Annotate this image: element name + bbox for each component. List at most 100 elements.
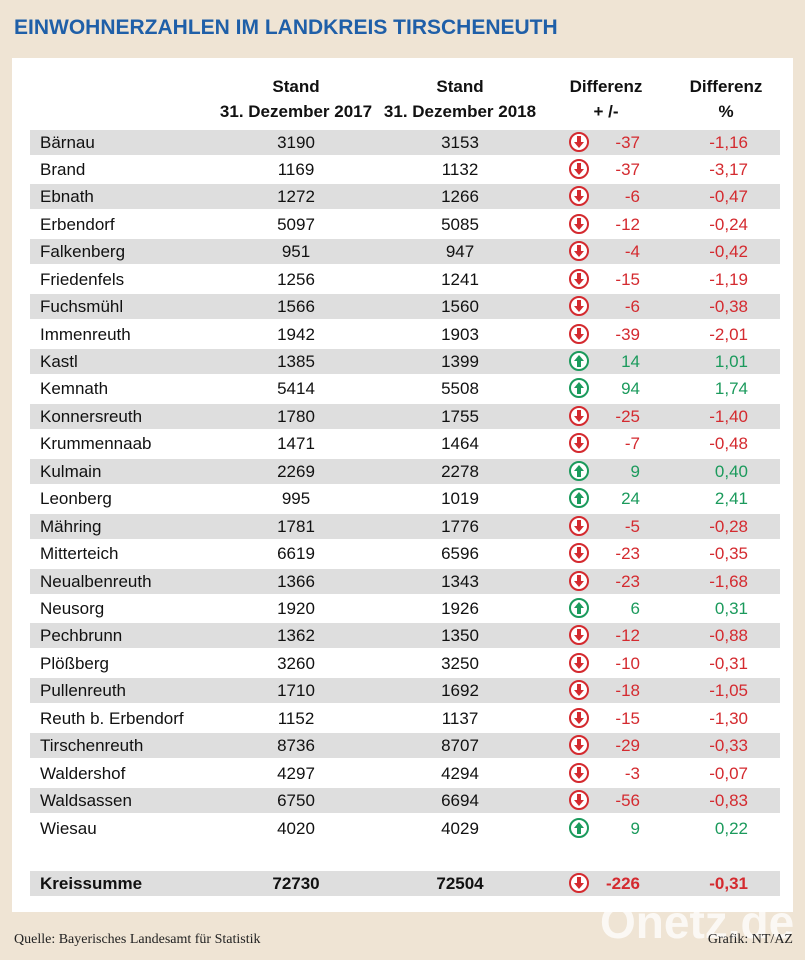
difference-percent: -0,88	[709, 626, 748, 646]
difference: -5	[624, 516, 640, 536]
population-2017: 72730	[272, 874, 320, 893]
column-header: Differenz	[569, 77, 643, 96]
difference: -23	[615, 571, 640, 591]
population-2017: 1780	[277, 406, 315, 426]
difference-percent: 0,22	[714, 818, 748, 838]
difference: -18	[615, 681, 640, 701]
difference-percent: -1,68	[709, 571, 748, 591]
population-2017: 951	[281, 242, 311, 262]
municipality: Immenreuth	[40, 324, 131, 344]
population-2018: 5508	[441, 379, 479, 399]
difference-percent: -0,28	[709, 516, 748, 536]
municipality: Wiesau	[40, 818, 97, 838]
difference: -226	[605, 874, 640, 893]
arrow-down-icon	[569, 186, 589, 207]
population-2018: 8707	[441, 736, 479, 756]
municipality: Kemnath	[40, 379, 109, 399]
difference-percent: -1,30	[709, 708, 748, 728]
population-2018: 1464	[441, 434, 479, 454]
municipality: Mitterteich	[40, 544, 119, 564]
difference-percent: 1,01	[714, 352, 748, 372]
row-band	[30, 733, 780, 759]
difference: 94	[621, 379, 640, 399]
population-2018: 4029	[441, 818, 479, 838]
difference: -15	[615, 708, 640, 728]
population-2018: 4294	[441, 763, 479, 783]
municipality: Leonberg	[40, 489, 112, 509]
difference: -4	[624, 242, 640, 262]
population-2018: 1132	[441, 159, 479, 179]
population-2017: 1566	[277, 297, 315, 317]
difference-percent: -0,42	[709, 242, 748, 262]
row-band	[30, 184, 780, 210]
population-2017: 8736	[277, 736, 315, 756]
difference: -6	[624, 297, 640, 317]
population-2018: 947	[445, 242, 475, 262]
column-header: Stand	[272, 77, 320, 96]
arrow-up-icon	[569, 817, 589, 838]
arrow-down-icon	[569, 515, 589, 536]
arrow-down-icon	[569, 323, 589, 344]
population-2017: 4020	[277, 818, 315, 838]
arrow-down-icon	[569, 405, 589, 426]
population-2018: 1755	[441, 406, 479, 426]
population-2017: 6619	[277, 544, 315, 564]
municipality: Kastl	[40, 352, 78, 372]
municipality: Brand	[40, 159, 86, 179]
population-2017: 1362	[277, 626, 315, 646]
population-2017: 5097	[277, 214, 315, 234]
row-band	[30, 788, 780, 814]
municipality: Ebnath	[40, 187, 94, 207]
column-header: 31. Dezember 2017	[219, 102, 373, 121]
municipality: Konnersreuth	[40, 406, 143, 426]
row-band	[30, 294, 780, 320]
difference: -37	[615, 159, 640, 179]
population-2017: 1942	[277, 324, 315, 344]
difference: 9	[630, 461, 640, 481]
arrow-down-icon	[569, 433, 589, 454]
row-band	[30, 568, 780, 594]
difference-percent: 0,31	[714, 598, 748, 618]
population-2017: 1366	[277, 571, 315, 591]
row-band	[30, 129, 780, 155]
municipality: Friedenfels	[40, 269, 125, 289]
difference: -6	[624, 187, 640, 207]
population-2017: 1920	[277, 598, 315, 618]
arrow-down-icon	[569, 762, 589, 783]
column-header: %	[718, 102, 734, 121]
population-2018: 1399	[441, 352, 479, 372]
arrow-down-icon	[569, 790, 589, 811]
difference-percent: -1,05	[709, 681, 748, 701]
difference-percent: -1,19	[709, 269, 748, 289]
municipality: Neusorg	[40, 598, 105, 618]
difference: 9	[630, 818, 640, 838]
municipality: Mähring	[40, 516, 102, 536]
municipality: Waldsassen	[40, 791, 132, 811]
population-2017: 995	[281, 489, 311, 509]
population-2017: 1781	[277, 516, 315, 536]
row-band	[30, 403, 780, 429]
population-2017: 1256	[277, 269, 315, 289]
population-2018: 1926	[441, 598, 479, 618]
population-2018: 1019	[441, 489, 479, 509]
difference: -7	[624, 434, 640, 454]
arrow-down-icon	[569, 652, 589, 673]
municipality: Pullenreuth	[40, 681, 127, 701]
arrow-down-icon	[569, 213, 589, 234]
difference: 14	[621, 352, 640, 372]
arrow-up-icon	[569, 351, 589, 372]
difference: -25	[615, 406, 640, 426]
column-header: + /-	[593, 102, 619, 121]
difference: -39	[615, 324, 640, 344]
difference: -12	[615, 626, 640, 646]
row-band	[30, 513, 780, 539]
difference: -10	[615, 653, 640, 673]
population-2018: 5085	[441, 214, 479, 234]
difference: -37	[615, 132, 640, 152]
arrow-down-icon	[569, 131, 589, 152]
row-band	[30, 349, 780, 375]
difference: -29	[615, 736, 640, 756]
population-2017: 2269	[277, 461, 315, 481]
population-2017: 1471	[277, 434, 315, 454]
